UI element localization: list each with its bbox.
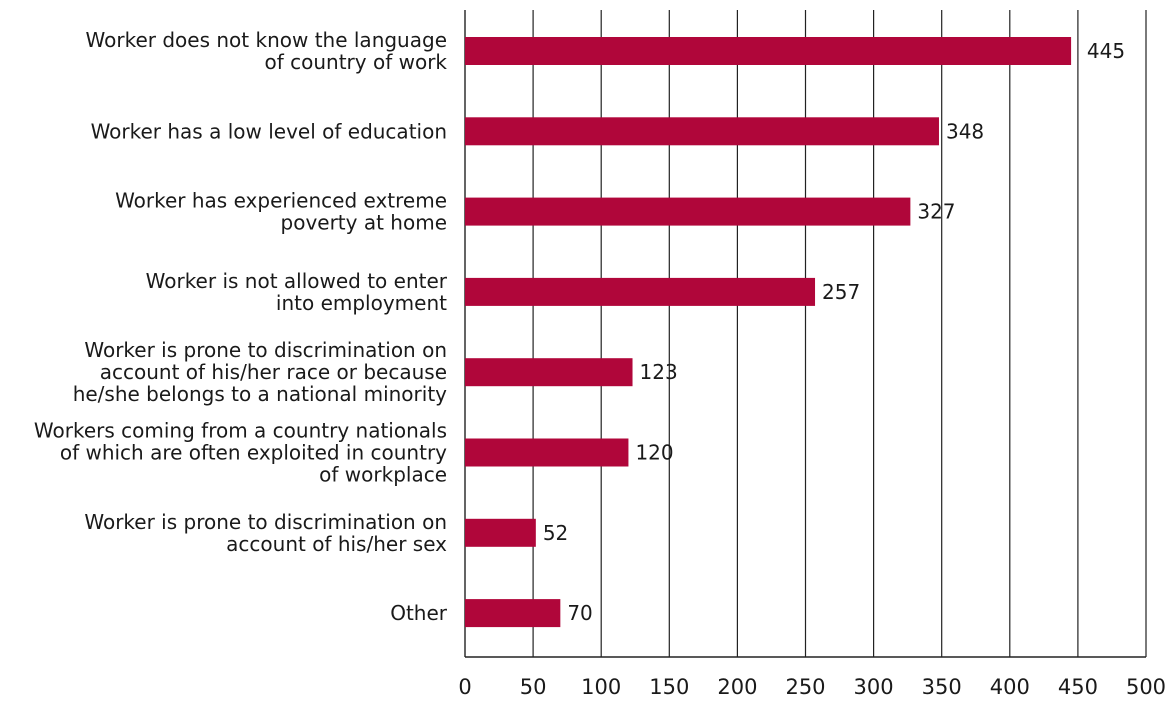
value-label-6: 52 (543, 521, 568, 545)
category-label-line: into employment (276, 291, 447, 315)
category-label-6: Worker is prone to discrimination on acco… (84, 510, 447, 556)
category-label-line: of workplace (319, 463, 447, 487)
category-label-line: Worker is prone to discrimination on (84, 338, 447, 362)
category-label-line: poverty at home (281, 211, 447, 235)
x-tick-label-50: 50 (520, 675, 547, 699)
x-tick-label-0: 0 (458, 675, 471, 699)
x-tick-label-500: 500 (1126, 675, 1166, 699)
category-label-5: Workers coming from a country nationals o… (34, 419, 447, 487)
bar-7 (465, 599, 561, 628)
x-tick-label-200: 200 (717, 675, 757, 699)
category-label-line: he/she belongs to a national minority (73, 382, 447, 406)
value-label-4: 123 (640, 360, 678, 384)
category-label-line: of which are often exploited in country (60, 441, 447, 465)
x-tick-label-150: 150 (649, 675, 689, 699)
x-tick-label-300: 300 (854, 675, 894, 699)
x-tick-label-350: 350 (922, 675, 962, 699)
bar-2 (465, 197, 911, 226)
value-labels: 445 348 327 257 123 120 52 70 (543, 39, 1125, 625)
category-label-line: Worker does not know the language (86, 28, 447, 52)
bar-3 (465, 277, 816, 306)
category-label-1: Worker has a low level of education (91, 119, 447, 143)
category-label-line: Worker is prone to discrimination on (84, 510, 447, 534)
bar-4 (465, 358, 633, 387)
category-label-line: of country of work (264, 50, 447, 74)
category-label-4: Worker is prone to discrimination on acco… (73, 338, 447, 406)
category-label-line: Other (390, 601, 448, 625)
category-label-line: account of his/her race or because (100, 360, 447, 384)
value-label-0: 445 (1087, 39, 1125, 63)
x-axis-tick-labels: 0 50 100 150 200 250 300 350 400 450 500 (458, 675, 1166, 699)
category-label-3: Worker is not allowed to enter into emplo… (146, 269, 448, 315)
category-label-0: Worker does not know the language of coun… (86, 28, 448, 74)
value-label-5: 120 (635, 441, 673, 465)
category-labels: Worker does not know the language of coun… (34, 28, 448, 625)
category-label-line: Worker is not allowed to enter (146, 269, 448, 293)
x-tick-label-250: 250 (785, 675, 825, 699)
category-label-line: Worker has experienced extreme (115, 189, 447, 213)
bar-0 (465, 37, 1072, 65)
category-label-line: Workers coming from a country nationals (34, 419, 447, 443)
value-label-1: 348 (946, 119, 984, 143)
x-tick-label-400: 400 (990, 675, 1030, 699)
bar-6 (465, 518, 536, 547)
value-label-7: 70 (567, 601, 592, 625)
bar-1 (465, 117, 939, 146)
bar-5 (465, 438, 629, 467)
x-tick-label-450: 450 (1058, 675, 1098, 699)
category-label-line: account of his/her sex (226, 532, 447, 556)
category-label-7: Other (390, 601, 448, 625)
category-label-line: Worker has a low level of education (91, 119, 447, 143)
category-label-2: Worker has experienced extreme poverty at… (115, 189, 447, 235)
value-label-3: 257 (822, 280, 860, 304)
x-tick-label-100: 100 (581, 675, 621, 699)
value-label-2: 327 (917, 200, 955, 224)
grid (464, 10, 1147, 658)
bars (465, 37, 1072, 628)
